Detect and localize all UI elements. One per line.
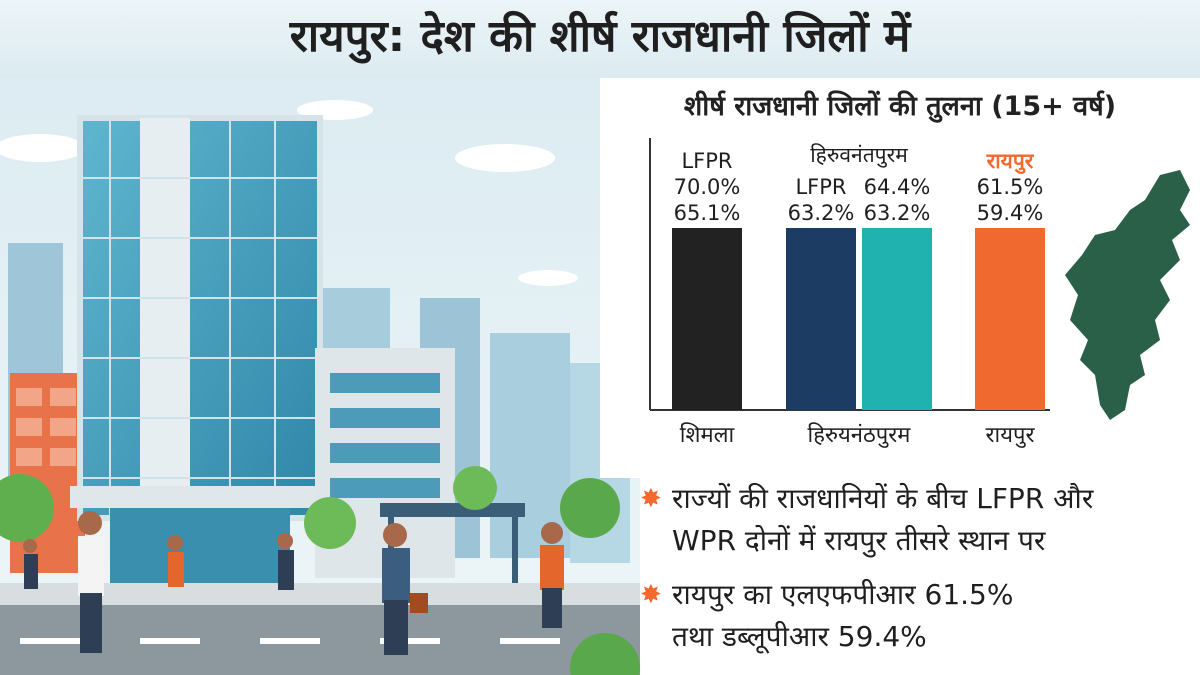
person [78,511,104,653]
city-illustration [0,78,640,675]
tree [453,466,497,510]
tree [0,474,54,542]
title-band [0,0,1200,78]
bar-2-label-2: 63.2% [788,201,855,225]
cloud [0,134,85,162]
map-shape [1065,170,1190,420]
group-label: हिरुवनंतपुरम [810,143,908,168]
highlight-label: रायपुर [986,149,1035,175]
bar-1 [672,228,742,410]
orange-star-icon: ✸ [640,484,662,514]
bar-chart: हिरुवनंतपुरम LFPR70.0%65.1%LFPR63.2%64.4… [649,138,1050,448]
bar-1-label-3: 65.1% [674,201,741,225]
bar-2-label-1: LFPR [795,175,846,199]
bar-labels: LFPR70.0%65.1%LFPR63.2%64.4%63.2%61.5%59… [674,149,1044,225]
chhattisgarh-map-icon [1065,170,1190,420]
chart-title: शीर्ष राजधानी जिलों की तुलना (15+ वर्ष) [683,91,1117,122]
page-title: रायपुर: देश की शीर्ष राजधानी जिलों में [289,11,911,62]
bush [570,633,640,675]
note-2-line-2: तथा डब्लूपीआर 59.4% [672,620,927,653]
cloud [518,270,578,286]
note-1-line-2: WPR दोनों में रायपुर तीसरे स्थान पर [672,524,1046,557]
bar-3-label-2: 63.2% [864,201,931,225]
bar-3-label-1: 64.4% [864,175,931,199]
cloud [455,144,555,172]
note-2-line-1: रायपुर का एलएफपीआर 61.5% [672,578,1014,611]
sidewalk [0,583,640,605]
orange-star-icon: ✸ [640,580,662,610]
person [167,535,184,587]
bar-2 [786,228,856,410]
person [540,522,564,628]
category-labels: शिमला हिरुयनंठपुरम रायपुर [680,422,1036,448]
bar-4 [975,228,1045,410]
glass-tower [77,115,323,521]
person [277,533,294,590]
tree [560,478,620,538]
person [382,523,428,655]
person [23,539,38,589]
bg-building [490,333,570,558]
bars [672,228,1045,410]
note-1-line-1: राज्यों की राजधानियों के बीच LFPR और [672,482,1094,515]
notes-section: ✸ राज्यों की राजधानियों के बीच LFPR और W… [640,478,1200,675]
category-label-4: रायपुर [986,423,1036,448]
category-label-1: शिमला [680,422,735,448]
bar-1-label-2: 70.0% [674,175,741,199]
bus-stop [380,503,525,517]
bar-4-label-1: 61.5% [977,175,1044,199]
tree [304,497,356,549]
bar-3 [862,228,932,410]
bar-4-label-2: 59.4% [977,201,1044,225]
bar-1-label-1: LFPR [681,149,732,173]
category-label-2: हिरुयनंठपुरम [808,422,912,448]
